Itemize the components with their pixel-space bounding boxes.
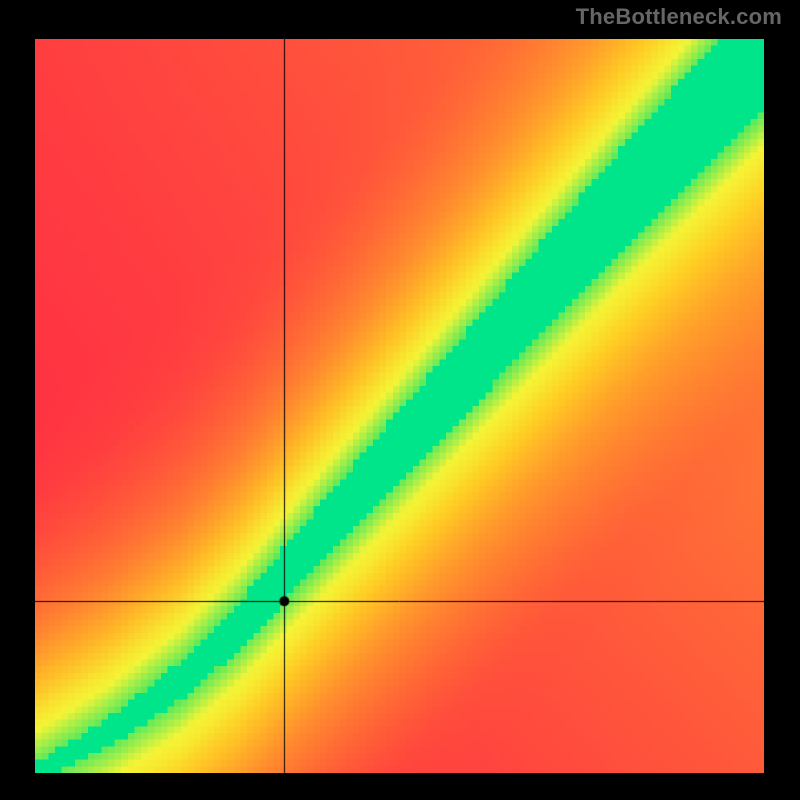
figure-root: TheBottleneck.com: [0, 0, 800, 800]
watermark-text: TheBottleneck.com: [576, 4, 782, 30]
crosshair-overlay: [35, 39, 764, 773]
